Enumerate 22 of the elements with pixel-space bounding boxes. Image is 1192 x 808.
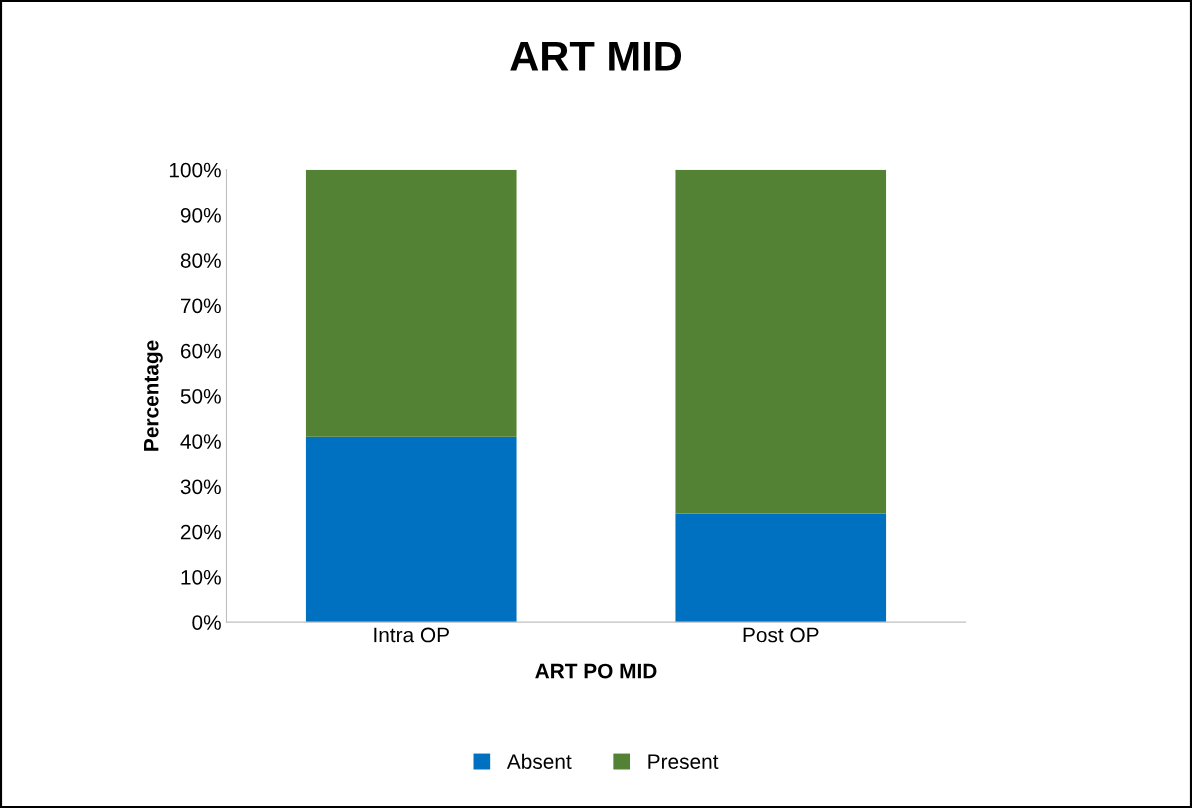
legend-label: Present	[648, 754, 719, 769]
bar	[675, 169, 887, 514]
y-tick-label: 50%	[180, 388, 221, 404]
bar	[305, 436, 517, 623]
y-tick-label: 100%	[169, 162, 221, 178]
y-tick-label: 30%	[180, 479, 221, 495]
y-tick-label: 70%	[180, 298, 221, 314]
y-tick-label: 80%	[180, 253, 221, 268]
x-tick-label: Intra OP	[374, 627, 449, 643]
y-tick-label: 60%	[180, 343, 221, 359]
y-tick-label: 20%	[180, 524, 221, 540]
x-tick-label: Post OP	[743, 627, 819, 643]
legend-label: Absent	[506, 753, 572, 769]
x-axis-title: ART PO MID	[535, 663, 657, 679]
bar	[675, 513, 887, 623]
y-tick-label: 40%	[180, 434, 221, 449]
y-tick-label: 10%	[181, 569, 221, 585]
chart-title: ART MID	[510, 41, 682, 71]
y-tick-label: 0%	[192, 615, 221, 630]
y-axis-title: Percentage	[144, 340, 163, 451]
y-tick-label: 90%	[180, 207, 221, 223]
bar	[305, 169, 517, 437]
